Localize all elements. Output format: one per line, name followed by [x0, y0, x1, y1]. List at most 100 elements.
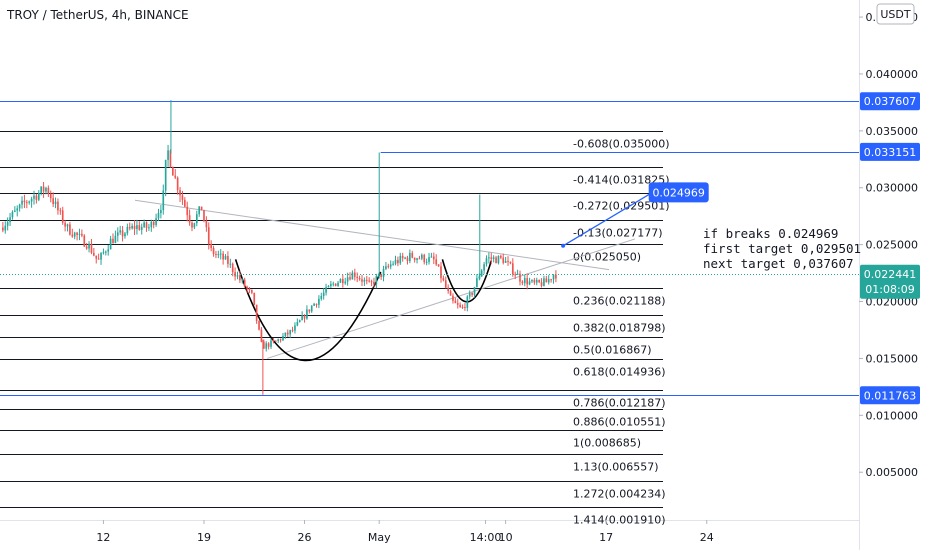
candle-body: [421, 254, 423, 259]
candle-body: [40, 186, 43, 193]
x-tick-label: 17: [599, 531, 613, 544]
chart-title: TROY / TetherUS, 4h, BINANCE: [6, 8, 189, 22]
candle-body: [150, 221, 153, 228]
candle-body: [152, 221, 155, 225]
candle-body: [215, 254, 217, 256]
last-price-tag: [860, 264, 920, 299]
fib-label: 0.786(0.012187): [573, 397, 666, 410]
annotation-line-3: next target 0,037607: [703, 256, 854, 271]
candle-body: [224, 255, 227, 260]
candle-body: [195, 214, 198, 224]
candle-body: [116, 232, 119, 236]
candle-body: [476, 278, 478, 288]
breakout-arrow-line[interactable]: [562, 192, 652, 247]
countdown-label: 01:08:09: [865, 283, 914, 296]
candle-body: [203, 210, 205, 221]
fib-label: -0.414(0.031825): [573, 174, 670, 187]
candle-body: [363, 279, 366, 282]
candle-body: [533, 279, 536, 283]
candle-body: [128, 226, 131, 229]
candle-body: [23, 200, 26, 203]
fib-label: 1.414(0.001910): [573, 514, 666, 527]
currency-button[interactable]: USDT: [876, 3, 915, 25]
candle-body: [406, 257, 409, 262]
candle-body: [330, 284, 332, 286]
candle-body: [313, 303, 315, 306]
candle-body: [143, 222, 145, 227]
fib-label: -0.272(0.029501): [573, 200, 670, 213]
candle-body: [251, 289, 253, 293]
candle-body: [219, 253, 222, 255]
candle-body: [461, 306, 464, 308]
candle-body: [459, 304, 461, 307]
candle-body: [157, 213, 160, 219]
candle-body: [69, 224, 71, 235]
candle-body: [183, 199, 186, 207]
candle-body: [93, 252, 95, 256]
y-tick-label: 0.030000: [866, 182, 919, 195]
candle-body: [511, 263, 514, 275]
candle-body: [485, 258, 488, 265]
candle-body: [136, 225, 138, 229]
candle-body: [442, 278, 445, 281]
pattern-drawings[interactable]: [134, 192, 652, 362]
candle-body: [265, 343, 268, 349]
breakout-marker[interactable]: 0.024969: [648, 182, 709, 203]
candle-body: [169, 150, 172, 168]
candle-body: [504, 260, 507, 263]
candle-body: [365, 279, 368, 281]
x-tick-label: 26: [298, 531, 312, 544]
candle-body: [375, 276, 378, 285]
candle-body: [172, 167, 174, 176]
candle-body: [229, 263, 232, 265]
fib-label: -0.608(0.035000): [573, 138, 670, 151]
candle-body: [109, 238, 112, 250]
candle-body: [545, 278, 548, 283]
candle-body: [47, 187, 50, 195]
candle-body: [423, 254, 426, 263]
candle-body: [456, 303, 459, 305]
candle-body: [255, 304, 258, 321]
candle-body: [97, 258, 100, 260]
candle-body: [523, 278, 526, 284]
candle-body: [61, 210, 64, 223]
candle-body: [373, 281, 375, 285]
candle-body: [138, 225, 141, 230]
candle-body: [289, 330, 292, 335]
candle-body: [301, 315, 303, 321]
x-tick-label: May: [368, 531, 391, 544]
candle-body: [241, 279, 244, 281]
candle-body: [167, 150, 169, 160]
candle-body: [45, 187, 47, 192]
candle-body: [164, 159, 167, 191]
candle-body: [258, 320, 260, 330]
candle-body: [404, 257, 406, 259]
candle-body: [176, 177, 179, 191]
candle-body: [11, 211, 14, 218]
candle-body: [160, 210, 162, 214]
candle-body: [28, 201, 31, 203]
candle-body: [535, 279, 538, 283]
candle-body: [521, 281, 524, 284]
candle-body: [315, 303, 318, 305]
x-tick-label: 10: [499, 531, 513, 544]
support-trendline[interactable]: [267, 238, 636, 359]
candle-body: [356, 276, 359, 278]
cup-curve[interactable]: [234, 259, 382, 362]
price-tags: 0.037607 0.033151 0.011763 0.022441 01:08:09: [860, 92, 920, 405]
fib-retracement[interactable]: -0.608(0.035000) -0.414(0.031825) -0.272(0…: [0, 131, 670, 527]
candle-body: [49, 194, 52, 199]
candle-body: [490, 257, 493, 259]
candle-body: [42, 186, 45, 192]
price-axis[interactable]: 0.005000 0.010000 0.015000 0.020000 0.025000…: [859, 11, 918, 479]
resistance-trendline[interactable]: [134, 199, 610, 271]
candle-body: [344, 281, 347, 284]
candle-body: [473, 287, 476, 295]
candle-body: [30, 198, 33, 202]
candle-body: [126, 226, 129, 234]
horizontal-levels[interactable]: [0, 101, 859, 396]
candle-body: [294, 325, 296, 331]
